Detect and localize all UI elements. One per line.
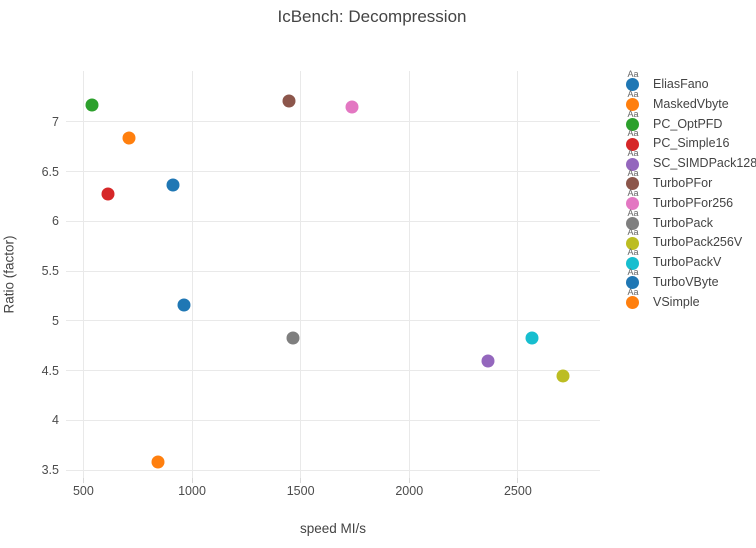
legend-marker-VSimple [626,296,639,310]
legend-item-PC_Simple16[interactable]: Aa PC_Simple16 [620,129,756,154]
data-point-SC_SIMDPack128[interactable] [481,354,495,368]
y-gridline [66,469,600,471]
data-point-TurboPFor256[interactable] [345,100,359,114]
chart-title: IcBench: Decompression [277,7,467,26]
data-point-TurboPack[interactable] [286,331,300,345]
data-point-PC_OptPFD[interactable] [85,98,99,112]
legend-item-MaskedVbyte[interactable]: Aa MaskedVbyte [620,89,756,115]
legend-marker-MaskedVbyte [626,98,639,112]
legend-item-label: MaskedVbyte [653,96,729,111]
legend-text-sample: Aa [627,167,639,178]
x-axis-title: speed MI/s [299,521,367,536]
legend-item-label: EliasFano [653,77,709,91]
data-point-TurboVByte[interactable] [177,298,191,312]
y-tick-label: 3.5 [41,463,59,478]
legend-marker-PC_OptPFD [626,117,639,131]
x-tick-label: 500 [72,484,94,498]
legend-text-sample: Aa [627,187,639,198]
legend-text-sample: Aa [627,88,639,99]
y-tick-label: 7 [52,114,59,129]
data-point-VSimple[interactable] [122,131,136,145]
legend-marker-EliasFano [626,78,639,92]
legend-marker-TurboPFor [626,177,639,191]
legend-item-label: TurboPack [653,215,713,230]
legend-item-TurboPFor[interactable]: Aa TurboPFor [620,168,756,194]
legend-item-label: PC_Simple16 [653,136,730,151]
legend-marker-TurboVByte [626,276,639,290]
legend-marker-PC_Simple16 [626,137,639,151]
legend-item-label: VSimple [653,294,700,309]
legend-text-sample: Aa [627,207,639,218]
data-point-EliasFano[interactable] [166,178,180,192]
legend-marker-TurboPackV [626,256,639,270]
legend-item-label: TurboVByte [653,274,719,289]
x-gridline [191,71,193,478]
data-point-MaskedVbyte[interactable] [151,455,165,469]
legend-item-TurboPFor256[interactable]: Aa TurboPFor256 [620,188,756,214]
y-gridline [66,220,600,222]
x-tick-mark [408,478,410,483]
y-gridline [66,270,600,272]
legend-marker-TurboPack [626,216,639,230]
legend-marker-SC_SIMDPack128 [626,157,639,171]
legend-item-TurboPack[interactable]: Aa TurboPack [620,208,756,234]
x-tick-mark [517,478,519,483]
legend-item-label: SC_SIMDPack128 [653,156,756,171]
legend-text-sample: Aa [627,69,639,79]
x-gridline [82,71,84,478]
legend-item-label: TurboPFor256 [653,195,734,210]
legend-item-TurboPack256V[interactable]: Aa TurboPack256V [620,228,756,253]
legend-marker-TurboPack256V [626,236,639,250]
legend-item-label: TurboPack256V [653,235,743,250]
data-point-TurboPFor[interactable] [282,94,296,108]
y-gridline [66,171,600,172]
x-tick-label: 1000 [178,484,206,498]
legend-item-label: TurboPFor [653,175,713,190]
x-tick-mark [300,478,302,483]
legend-text-sample: Aa [627,128,639,139]
y-tick-label: 4.5 [41,363,59,378]
y-tick-label: 4 [52,413,59,428]
legend-item-VSimple[interactable]: Aa VSimple [620,287,756,313]
legend-item-EliasFano[interactable]: Aa EliasFano [620,70,756,95]
x-gridline [300,71,302,478]
legend-text-sample: Aa [627,266,639,277]
y-gridline [66,320,600,322]
data-point-TurboPackV[interactable] [525,331,539,345]
x-gridline [408,71,410,478]
legend-text-sample: Aa [627,247,639,258]
legend-text-sample: Aa [627,108,639,119]
legend-item-label: PC_OptPFD [653,116,723,131]
x-gridline [517,71,519,478]
legend-text-sample: Aa [627,227,639,238]
data-point-PC_Simple16[interactable] [101,187,115,201]
legend-item-PC_OptPFD[interactable]: Aa PC_OptPFD [620,109,756,135]
y-tick-label: 6 [52,214,59,229]
legend-item-TurboPackV[interactable]: Aa TurboPackV [620,248,756,273]
legend-item-TurboVByte[interactable]: Aa TurboVByte [620,267,756,293]
y-tick-label: 6.5 [41,164,59,179]
legend-marker-TurboPFor256 [626,197,639,211]
y-gridline [66,121,600,123]
legend-item-label: TurboPackV [653,255,722,270]
y-tick-label: 5.5 [41,264,59,279]
x-tick-mark [82,478,84,483]
legend: Aa EliasFano Aa MaskedVbyte Aa PC_OptPFD Aa PC_… [620,70,756,313]
legend-text-sample: Aa [627,286,639,297]
data-point-TurboPack256V[interactable] [556,369,570,383]
x-tick-label: 1500 [286,484,315,498]
x-tick-label: 2500 [503,484,532,498]
y-gridline [66,370,600,372]
y-gridline [66,419,600,421]
x-tick-mark [191,478,193,483]
x-tick-label: 2000 [395,484,424,498]
legend-text-sample: Aa [627,148,639,159]
y-tick-label: 5 [52,313,59,328]
plot-area[interactable] [66,71,600,478]
legend-item-SC_SIMDPack128[interactable]: Aa SC_SIMDPack128 [620,149,756,174]
